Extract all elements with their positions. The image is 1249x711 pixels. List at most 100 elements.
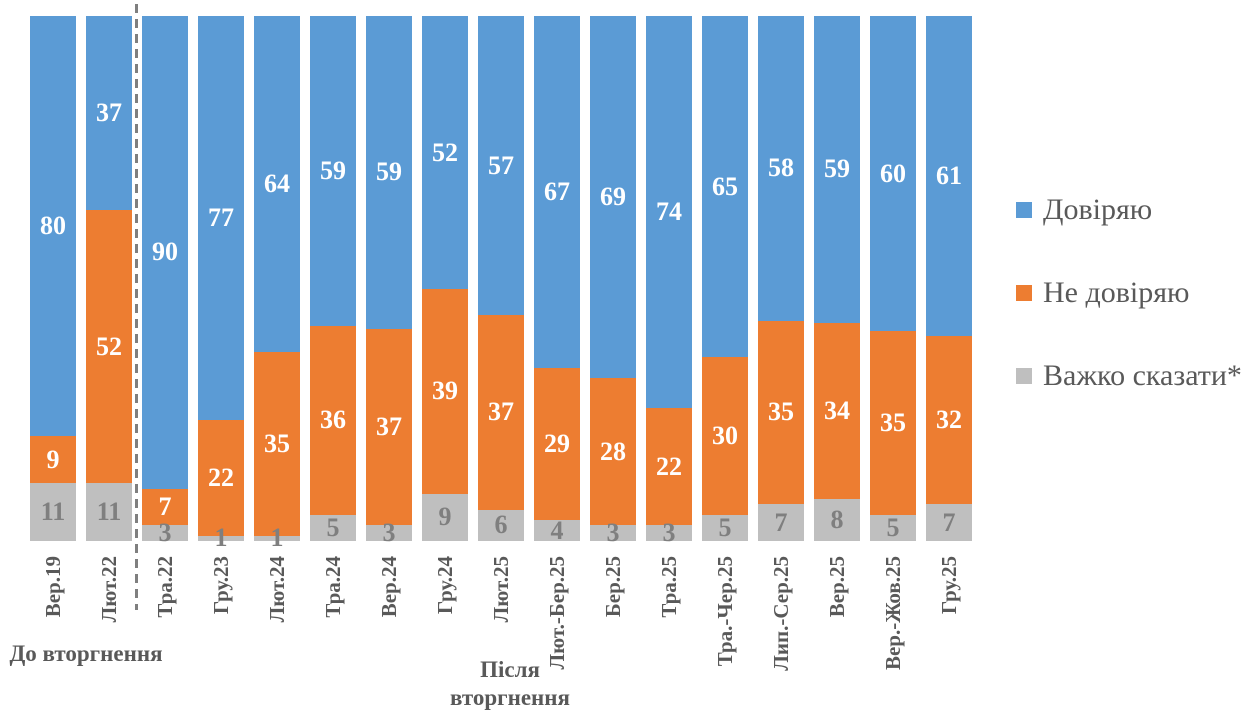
x-axis-label: Тра.-Чер.25	[713, 556, 737, 667]
segment-value-label: 69	[600, 182, 626, 212]
segment-value-label: 59	[376, 157, 402, 187]
segment-value-label: 28	[600, 436, 626, 466]
x-axis-label: Вер.-Жов.25	[881, 556, 905, 671]
segment-trust: 59	[366, 16, 412, 329]
x-axis-label: Лют.24	[265, 556, 289, 623]
segment-value-label: 35	[768, 397, 794, 427]
segment-value-label: 5	[886, 512, 900, 542]
segment-value-label: 34	[824, 396, 850, 426]
segment-value-label: 35	[880, 407, 906, 437]
bar-10: 67 29 4	[534, 16, 580, 545]
segment-value-label: 4	[550, 515, 564, 545]
x-axis-label: Лип.-Сер.25	[769, 556, 793, 671]
x-axis-label: Тра.24	[321, 556, 345, 618]
segment-value-label: 59	[320, 155, 346, 185]
segment-distrust: 7	[142, 488, 188, 526]
segment-trust: 58	[758, 16, 804, 321]
segment-distrust: 37	[478, 315, 524, 510]
x-axis-label: Вер.24	[377, 556, 401, 618]
segment-hard: 4	[534, 515, 580, 545]
bar-4: 77 22 1	[198, 16, 244, 551]
segment-value-label: 7	[158, 491, 172, 521]
segment-trust: 65	[702, 16, 748, 358]
segment-distrust: 32	[926, 336, 972, 505]
legend-swatch-icon	[1016, 368, 1032, 384]
segment-distrust: 28	[590, 378, 636, 526]
x-axis-label: Тра.22	[153, 556, 177, 618]
bar-1: 80 9 11	[30, 16, 76, 541]
segment-value-label: 37	[376, 411, 402, 441]
segment-value-label: 90	[152, 237, 178, 267]
segment-trust: 57	[478, 16, 524, 316]
segment-value-label: 57	[488, 150, 514, 180]
legend-swatch-icon	[1016, 285, 1032, 301]
segment-value-label: 58	[768, 153, 794, 183]
segment-value-label: 7	[774, 507, 788, 537]
segment-hard: 11	[86, 483, 132, 541]
segment-value-label: 9	[438, 502, 452, 532]
segment-distrust: 30	[702, 357, 748, 515]
segment-hard: 3	[366, 520, 412, 546]
segment-value-label: 32	[936, 405, 962, 435]
segment-value-label: 77	[208, 203, 234, 233]
segment-distrust: 35	[870, 331, 916, 515]
bar-5: 64 35 1	[254, 16, 300, 551]
segment-distrust: 22	[646, 408, 692, 526]
segment-value-label: 22	[208, 463, 234, 492]
segment-value-label: 3	[382, 518, 396, 548]
segment-distrust: 39	[422, 289, 468, 494]
segment-value-label: 60	[880, 158, 906, 188]
segment-hard: 7	[758, 504, 804, 541]
legend-label: Довіряю	[1043, 193, 1153, 226]
segment-value-label: 30	[712, 421, 738, 450]
segment-trust: 61	[926, 16, 972, 337]
segment-value-label: 3	[662, 518, 676, 548]
bar-12: 74 22 3	[646, 16, 692, 546]
segment-hard: 7	[926, 504, 972, 541]
segment-value-label: 9	[46, 444, 60, 474]
bar-11: 69 28 3	[590, 16, 636, 546]
segment-trust: 60	[870, 16, 916, 331]
segment-hard: 11	[30, 483, 76, 541]
x-axis-label: Лют.-Бер.25	[545, 556, 569, 670]
bar-7: 59 37 3	[366, 16, 412, 546]
segment-value-label: 11	[96, 497, 122, 527]
segment-distrust: 35	[758, 320, 804, 505]
bar-13: 65 30 5	[702, 16, 748, 541]
segment-value-label: 74	[656, 197, 682, 227]
segment-value-label: 7	[942, 507, 956, 537]
segment-value-label: 64	[264, 169, 290, 198]
x-axis-label: Тра.25	[657, 556, 681, 618]
bar-3: 90 7 3	[142, 16, 188, 546]
legend-item-trust: Довіряю	[1016, 192, 1242, 228]
segment-value-label: 22	[656, 451, 682, 481]
x-axis-label: Вер.19	[41, 556, 65, 618]
segment-value-label: 52	[432, 137, 458, 167]
segment-value-label: 8	[830, 505, 844, 535]
legend: Довіряю Не довіряю Важко сказати*	[1016, 192, 1242, 394]
segment-hard: 8	[814, 499, 860, 541]
segment-value-label: 36	[320, 405, 346, 435]
bar-8: 52 39 9	[422, 16, 468, 541]
segment-value-label: 39	[432, 376, 458, 406]
segment-value-label: 3	[158, 518, 172, 548]
bar-16: 60 35 5	[870, 16, 916, 541]
segment-value-label: 37	[96, 98, 122, 128]
bar-14: 58 35 7	[758, 16, 804, 541]
segment-trust: 67	[534, 16, 580, 368]
segment-value-label: 1	[214, 523, 228, 553]
group-label-before-invasion: До вторгнення	[9, 641, 163, 666]
segment-trust: 59	[310, 16, 356, 326]
segment-value-label: 37	[488, 397, 514, 427]
segment-hard: 5	[310, 514, 356, 541]
x-axis-label: Гру.25	[937, 556, 961, 615]
segment-trust: 64	[254, 16, 300, 352]
segment-distrust: 35	[254, 352, 300, 536]
x-axis-label: Гру.23	[209, 556, 233, 615]
segment-distrust: 37	[366, 328, 412, 526]
bar-17: 61 32 7	[926, 16, 972, 541]
legend-label: Важко сказати*	[1043, 359, 1242, 392]
segment-hard: 9	[422, 493, 468, 541]
segment-value-label: 3	[606, 518, 620, 548]
